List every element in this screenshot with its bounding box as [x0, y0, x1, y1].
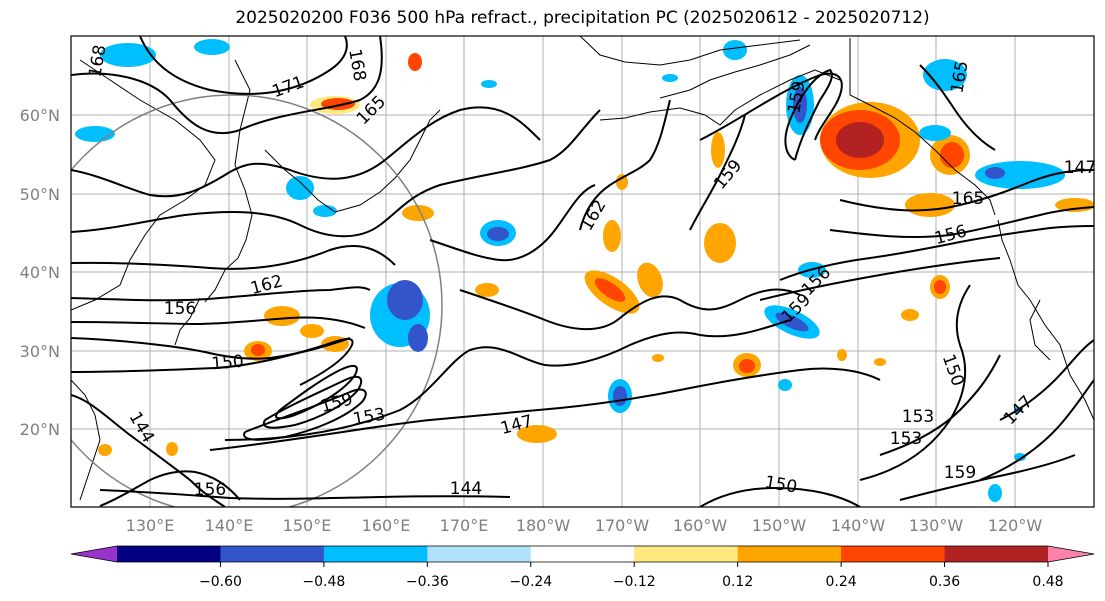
lon-label: 130°E — [126, 516, 175, 535]
colorbar-segment — [737, 546, 842, 562]
lon-label: 150°E — [283, 516, 332, 535]
colorbar-outline — [70, 545, 1095, 563]
lon-label: 170°W — [595, 516, 650, 535]
lat-label: 50°N — [20, 185, 60, 204]
latitude-labels: 60°N 50°N 40°N 30°N 20°N — [20, 106, 60, 439]
lon-label: 160°E — [362, 516, 411, 535]
colorbar-segment — [944, 546, 1049, 562]
colorbar-tick-label: −0.60 — [199, 574, 242, 590]
colorbar-extend-low — [71, 546, 117, 562]
lat-label: 20°N — [20, 420, 60, 439]
colorbar-extend-high — [1048, 546, 1094, 562]
contour-label: 156 — [194, 480, 226, 500]
colorbar-tick-label: 0.12 — [722, 574, 753, 590]
lon-label: 140°E — [205, 516, 254, 535]
lon-label: 120°W — [988, 516, 1043, 535]
map-content — [71, 36, 1094, 507]
contour-label: 150 — [211, 352, 245, 375]
reference-circle — [71, 94, 443, 507]
lon-label: 140°W — [831, 516, 886, 535]
contour-label: 165 — [952, 189, 984, 209]
lon-label: 160°W — [673, 516, 728, 535]
colorbar-tick-label: −0.48 — [302, 574, 345, 590]
lon-label: 180°W — [516, 516, 571, 535]
colorbar-segment — [530, 546, 635, 562]
contour-label: 153 — [890, 429, 922, 449]
longitude-labels: 130°E 140°E 150°E 160°E 170°E 180°W 170°… — [126, 516, 1043, 535]
colorbar-segment — [323, 546, 428, 562]
map-frame-border — [70, 35, 1095, 508]
colorbar-segment — [220, 546, 325, 562]
lon-label: 170°E — [440, 516, 489, 535]
contour-label: 144 — [450, 479, 482, 499]
colorbar-tick-label: −0.36 — [406, 574, 449, 590]
colorbar-tick-label: 0.24 — [826, 574, 857, 590]
colorbar-segment — [117, 546, 221, 562]
colorbar-tick-label: 0.36 — [929, 574, 960, 590]
colorbar-segment — [427, 546, 532, 562]
lat-label: 60°N — [20, 106, 60, 125]
gridlines — [71, 36, 1094, 507]
lon-label: 150°W — [752, 516, 807, 535]
colorbar-tick-label: 0.48 — [1032, 574, 1063, 590]
contour-label: 159 — [944, 463, 976, 483]
contour-label: 153 — [902, 407, 934, 427]
contour-label: 156 — [164, 299, 196, 319]
colorbar-segment — [841, 546, 946, 562]
refractivity-contours — [71, 36, 1094, 507]
colorbar-segment — [634, 546, 739, 562]
colorbar-ticks: −0.60 −0.48 −0.36 −0.24 −0.12 0.12 0.24 0.36 0.4… — [199, 562, 1064, 590]
colorbar-tick-label: −0.12 — [613, 574, 656, 590]
chart-title: 2025020200 F036 500 hPa refract., precip… — [235, 8, 930, 28]
lat-label: 30°N — [20, 342, 60, 361]
lon-label: 130°W — [909, 516, 964, 535]
colorbar — [70, 545, 1095, 563]
colorbar-tick-label: −0.24 — [509, 574, 552, 590]
lat-label: 40°N — [20, 263, 60, 282]
coastlines — [71, 36, 1094, 501]
contour-label: 147 — [1064, 158, 1096, 178]
